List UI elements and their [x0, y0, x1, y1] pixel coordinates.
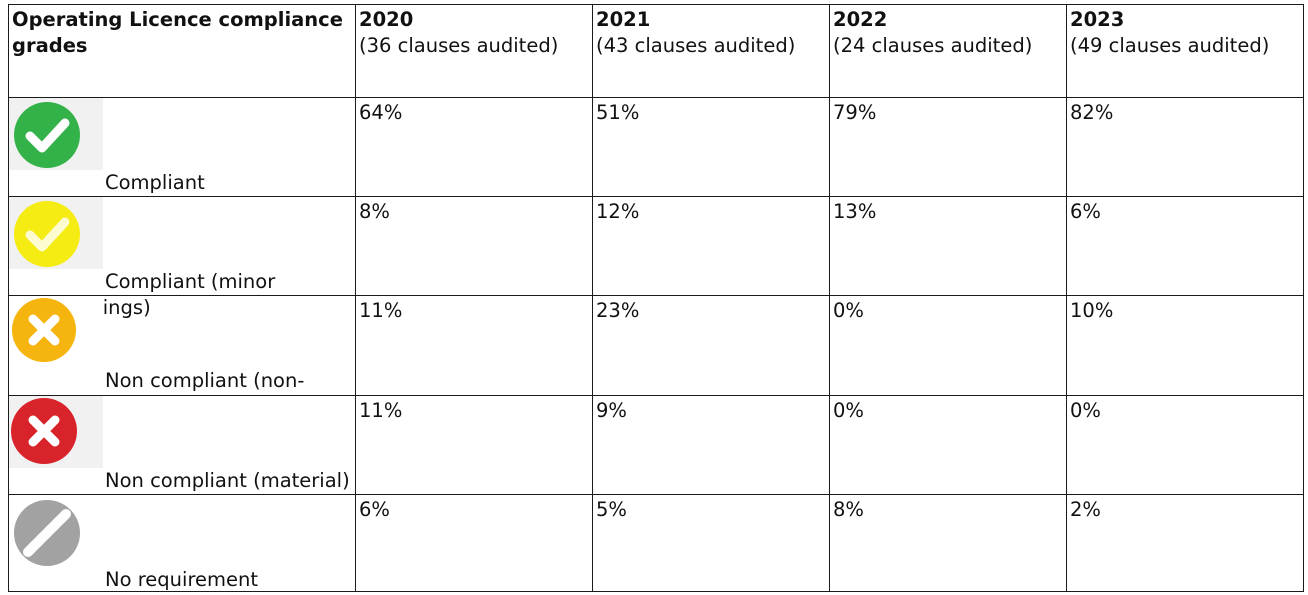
value-cell: 79%: [829, 96, 1067, 198]
grade-label: Compliant: [105, 171, 205, 194]
year-label: 2022: [833, 8, 888, 31]
value-cell: 6%: [355, 493, 593, 593]
grade-cell: Compliant: [8, 96, 356, 198]
value-cell: 12%: [592, 196, 830, 297]
value-cell: 0%: [829, 295, 1067, 396]
value-cell: 82%: [1066, 96, 1304, 198]
value-cell: 11%: [355, 394, 593, 495]
value-cell: 10%: [1066, 295, 1304, 396]
grade-cell: Non compliant (non-material): [8, 295, 356, 418]
value-cell: 0%: [1066, 394, 1304, 495]
header-year-2022: 2022 (24 clauses audited): [829, 4, 1067, 98]
grade-label: No requirement: [105, 567, 259, 591]
header-year-2020: 2020 (36 clauses audited): [355, 4, 593, 98]
value-cell: 0%: [829, 394, 1067, 495]
grade-cell: No requirement: [8, 493, 356, 593]
clauses-audited-label: (36 clauses audited): [359, 34, 559, 57]
table-row-compliant-minor: Compliant (minor shortcomings) 8% 12% 13…: [8, 196, 1304, 319]
table-row-non-compliant-material: Non compliant (material) 11% 9% 0% 0%: [8, 394, 1304, 495]
header-row: Operating Licence compliance grades 2020…: [8, 4, 1304, 98]
clauses-audited-label: (49 clauses audited): [1070, 34, 1270, 57]
value-cell: 51%: [592, 96, 830, 198]
value-cell: 13%: [829, 196, 1067, 297]
value-cell: 9%: [592, 394, 830, 495]
grade-cell: Non compliant (material): [8, 394, 356, 495]
green-check-icon: [9, 98, 103, 170]
yellow-check-icon: [9, 197, 103, 270]
grey-slash-icon: [9, 494, 103, 567]
value-cell: 23%: [592, 295, 830, 396]
clauses-audited-label: (24 clauses audited): [833, 34, 1033, 57]
grade-cell: Compliant (minor shortcomings): [8, 196, 356, 319]
year-label: 2021: [596, 8, 651, 31]
header-year-2021: 2021 (43 clauses audited): [592, 4, 830, 98]
value-cell: 8%: [355, 196, 593, 297]
header-year-2023: 2023 (49 clauses audited): [1066, 4, 1304, 98]
amber-cross-icon: [9, 296, 103, 369]
value-cell: 6%: [1066, 196, 1304, 297]
year-label: 2020: [359, 8, 414, 31]
table-row-no-requirement: No requirement 6% 5% 8% 2%: [8, 493, 1304, 593]
year-label: 2023: [1070, 8, 1125, 31]
table-row-compliant: Compliant 64% 51% 79% 82%: [8, 96, 1304, 198]
clauses-audited-label: (43 clauses audited): [596, 34, 796, 57]
value-cell: 2%: [1066, 493, 1304, 593]
header-title: Operating Licence compliance grades: [12, 8, 343, 57]
red-cross-icon: [9, 395, 103, 468]
value-cell: 8%: [829, 493, 1067, 593]
grade-label: Non compliant (material): [105, 468, 350, 492]
header-title-cell: Operating Licence compliance grades: [8, 4, 356, 98]
table-row-non-compliant-non-material: Non compliant (non-material) 11% 23% 0% …: [8, 295, 1304, 418]
value-cell: 64%: [355, 96, 593, 198]
value-cell: 5%: [592, 493, 830, 593]
value-cell: 11%: [355, 295, 593, 396]
compliance-grades-table: Operating Licence compliance grades 2020…: [8, 4, 1304, 593]
